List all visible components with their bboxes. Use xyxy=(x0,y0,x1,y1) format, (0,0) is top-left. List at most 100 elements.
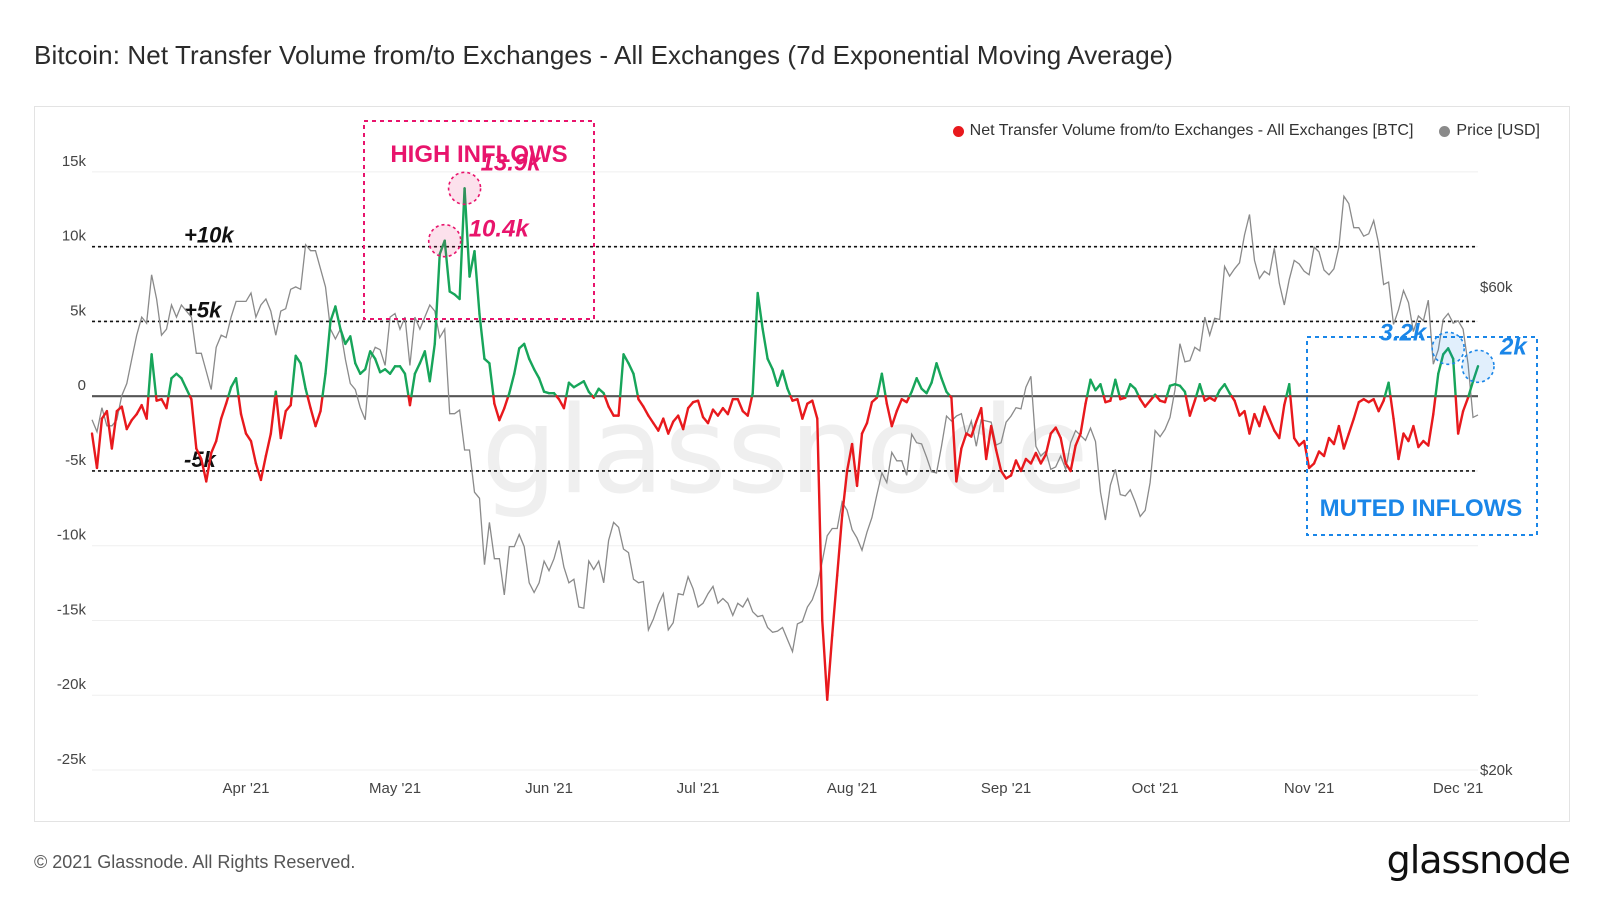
net-flow-segment xyxy=(681,406,690,431)
net-flow-segment xyxy=(319,394,324,413)
net-flow-segment xyxy=(264,432,273,458)
net-flow-segment xyxy=(279,409,287,440)
net-flow-segment xyxy=(269,394,277,435)
net-flow-segment xyxy=(368,350,377,361)
net-flow-segment xyxy=(1034,451,1043,465)
net-flow-segment xyxy=(219,402,228,420)
net-flow-segment xyxy=(527,357,536,371)
net-flow-segment xyxy=(1352,400,1360,420)
net-flow-segment xyxy=(458,187,466,301)
net-flow-segment xyxy=(1389,394,1395,420)
net-flow-segment xyxy=(1417,439,1425,449)
net-flow-segment xyxy=(1454,394,1460,435)
net-flow-segment xyxy=(537,377,546,393)
net-flow-segment xyxy=(1471,365,1480,383)
legend-item-net-transfer[interactable]: Net Transfer Volume from/to Exchanges - … xyxy=(952,122,1413,140)
x-tick-label: Jul '21 xyxy=(677,780,720,797)
net-flow-segment xyxy=(1253,412,1261,428)
net-flow-segment xyxy=(618,353,625,398)
net-flow-segment xyxy=(915,377,923,390)
net-flow-segment xyxy=(1178,384,1187,393)
net-flow-segment xyxy=(1044,432,1052,456)
net-flow-segment xyxy=(642,405,650,417)
net-flow-segment xyxy=(1188,399,1197,417)
net-flow-segment xyxy=(984,424,993,461)
net-flow-segment xyxy=(607,405,615,417)
net-flow-segment xyxy=(885,402,894,428)
net-flow-segment xyxy=(413,362,422,375)
y-tick-label: 10k xyxy=(62,228,87,245)
net-flow-segment xyxy=(1074,432,1082,447)
net-flow-segment xyxy=(1233,399,1241,417)
net-flow-segment xyxy=(314,409,322,428)
net-flow-segment xyxy=(796,397,804,420)
net-flow-segment xyxy=(652,421,660,432)
reference-line-label: +10k xyxy=(184,223,235,248)
net-flow-segment xyxy=(895,397,903,413)
net-flow-segment xyxy=(1009,459,1018,477)
net-flow-segment xyxy=(249,439,258,465)
net-flow-segment xyxy=(1110,378,1117,398)
net-flow-segment xyxy=(1283,394,1288,407)
muted-inflows-label: MUTED INFLOWS xyxy=(1320,495,1523,522)
net-flow-segment xyxy=(1467,380,1475,398)
net-flow-segment xyxy=(1372,397,1380,413)
net-flow-segment xyxy=(726,397,735,416)
y-tick-label: -5k xyxy=(65,452,86,469)
net-flow-segment xyxy=(324,320,332,375)
net-flow-segment xyxy=(1085,378,1092,398)
net-flow-segment xyxy=(1019,457,1028,473)
net-flow-segment xyxy=(1263,405,1271,420)
net-flow-segment xyxy=(110,409,119,450)
net-flow-segment xyxy=(190,397,198,450)
net-flow-segment xyxy=(1084,394,1089,405)
net-flow-segment xyxy=(167,377,173,398)
net-flow-segment xyxy=(234,377,240,398)
net-flow-segment xyxy=(880,372,887,398)
net-flow-segment xyxy=(1248,412,1256,435)
net-flow-segment xyxy=(1342,432,1351,450)
net-flow-segment xyxy=(275,394,282,440)
net-flow-segment xyxy=(513,347,521,375)
net-flow-segment xyxy=(227,386,233,398)
net-flow-segment xyxy=(955,447,963,483)
annotation-marker-icon xyxy=(1431,331,1465,366)
net-flow-segment xyxy=(667,420,675,435)
net-flow-segment xyxy=(1387,381,1392,398)
net-flow-segment xyxy=(423,350,432,383)
net-flow-segment xyxy=(299,362,307,390)
net-flow-segment xyxy=(736,397,744,413)
net-flow-segment xyxy=(821,619,829,701)
x-tick-label: Dec '21 xyxy=(1433,780,1483,797)
legend-item-price[interactable]: Price [USD] xyxy=(1439,122,1540,140)
net-flow-segment xyxy=(1114,378,1121,398)
y-tick-label: -15k xyxy=(57,601,87,618)
net-flow-segment xyxy=(503,394,510,410)
net-flow-segment xyxy=(686,400,695,410)
net-flow-segment xyxy=(1184,394,1192,417)
net-flow-segment xyxy=(756,291,764,331)
muted-inflows-box xyxy=(1306,336,1538,536)
net-flow-segment xyxy=(105,409,114,450)
annotation-value-label: 10.4k xyxy=(469,216,531,243)
net-flow-segment xyxy=(532,368,541,380)
net-flow-segment xyxy=(1134,387,1140,398)
net-flow-segment xyxy=(493,402,501,422)
net-flow-segment xyxy=(259,454,268,482)
price-line xyxy=(91,194,1479,654)
net-flow-segment xyxy=(224,394,230,405)
net-flow-segment xyxy=(1292,436,1301,447)
net-flow-segment xyxy=(1218,383,1226,392)
net-flow-segment xyxy=(1377,399,1385,413)
net-flow-segment xyxy=(492,394,496,405)
net-flow-segment xyxy=(237,394,243,416)
net-flow-segment xyxy=(676,414,685,431)
net-flow-segment xyxy=(254,462,263,482)
net-flow-segment xyxy=(1412,424,1420,449)
net-flow-segment xyxy=(1243,409,1251,435)
net-flow-segment xyxy=(1461,396,1470,413)
net-flow-segment xyxy=(617,394,622,417)
y-tick-label: -20k xyxy=(57,676,87,693)
net-flow-segment xyxy=(960,432,968,450)
